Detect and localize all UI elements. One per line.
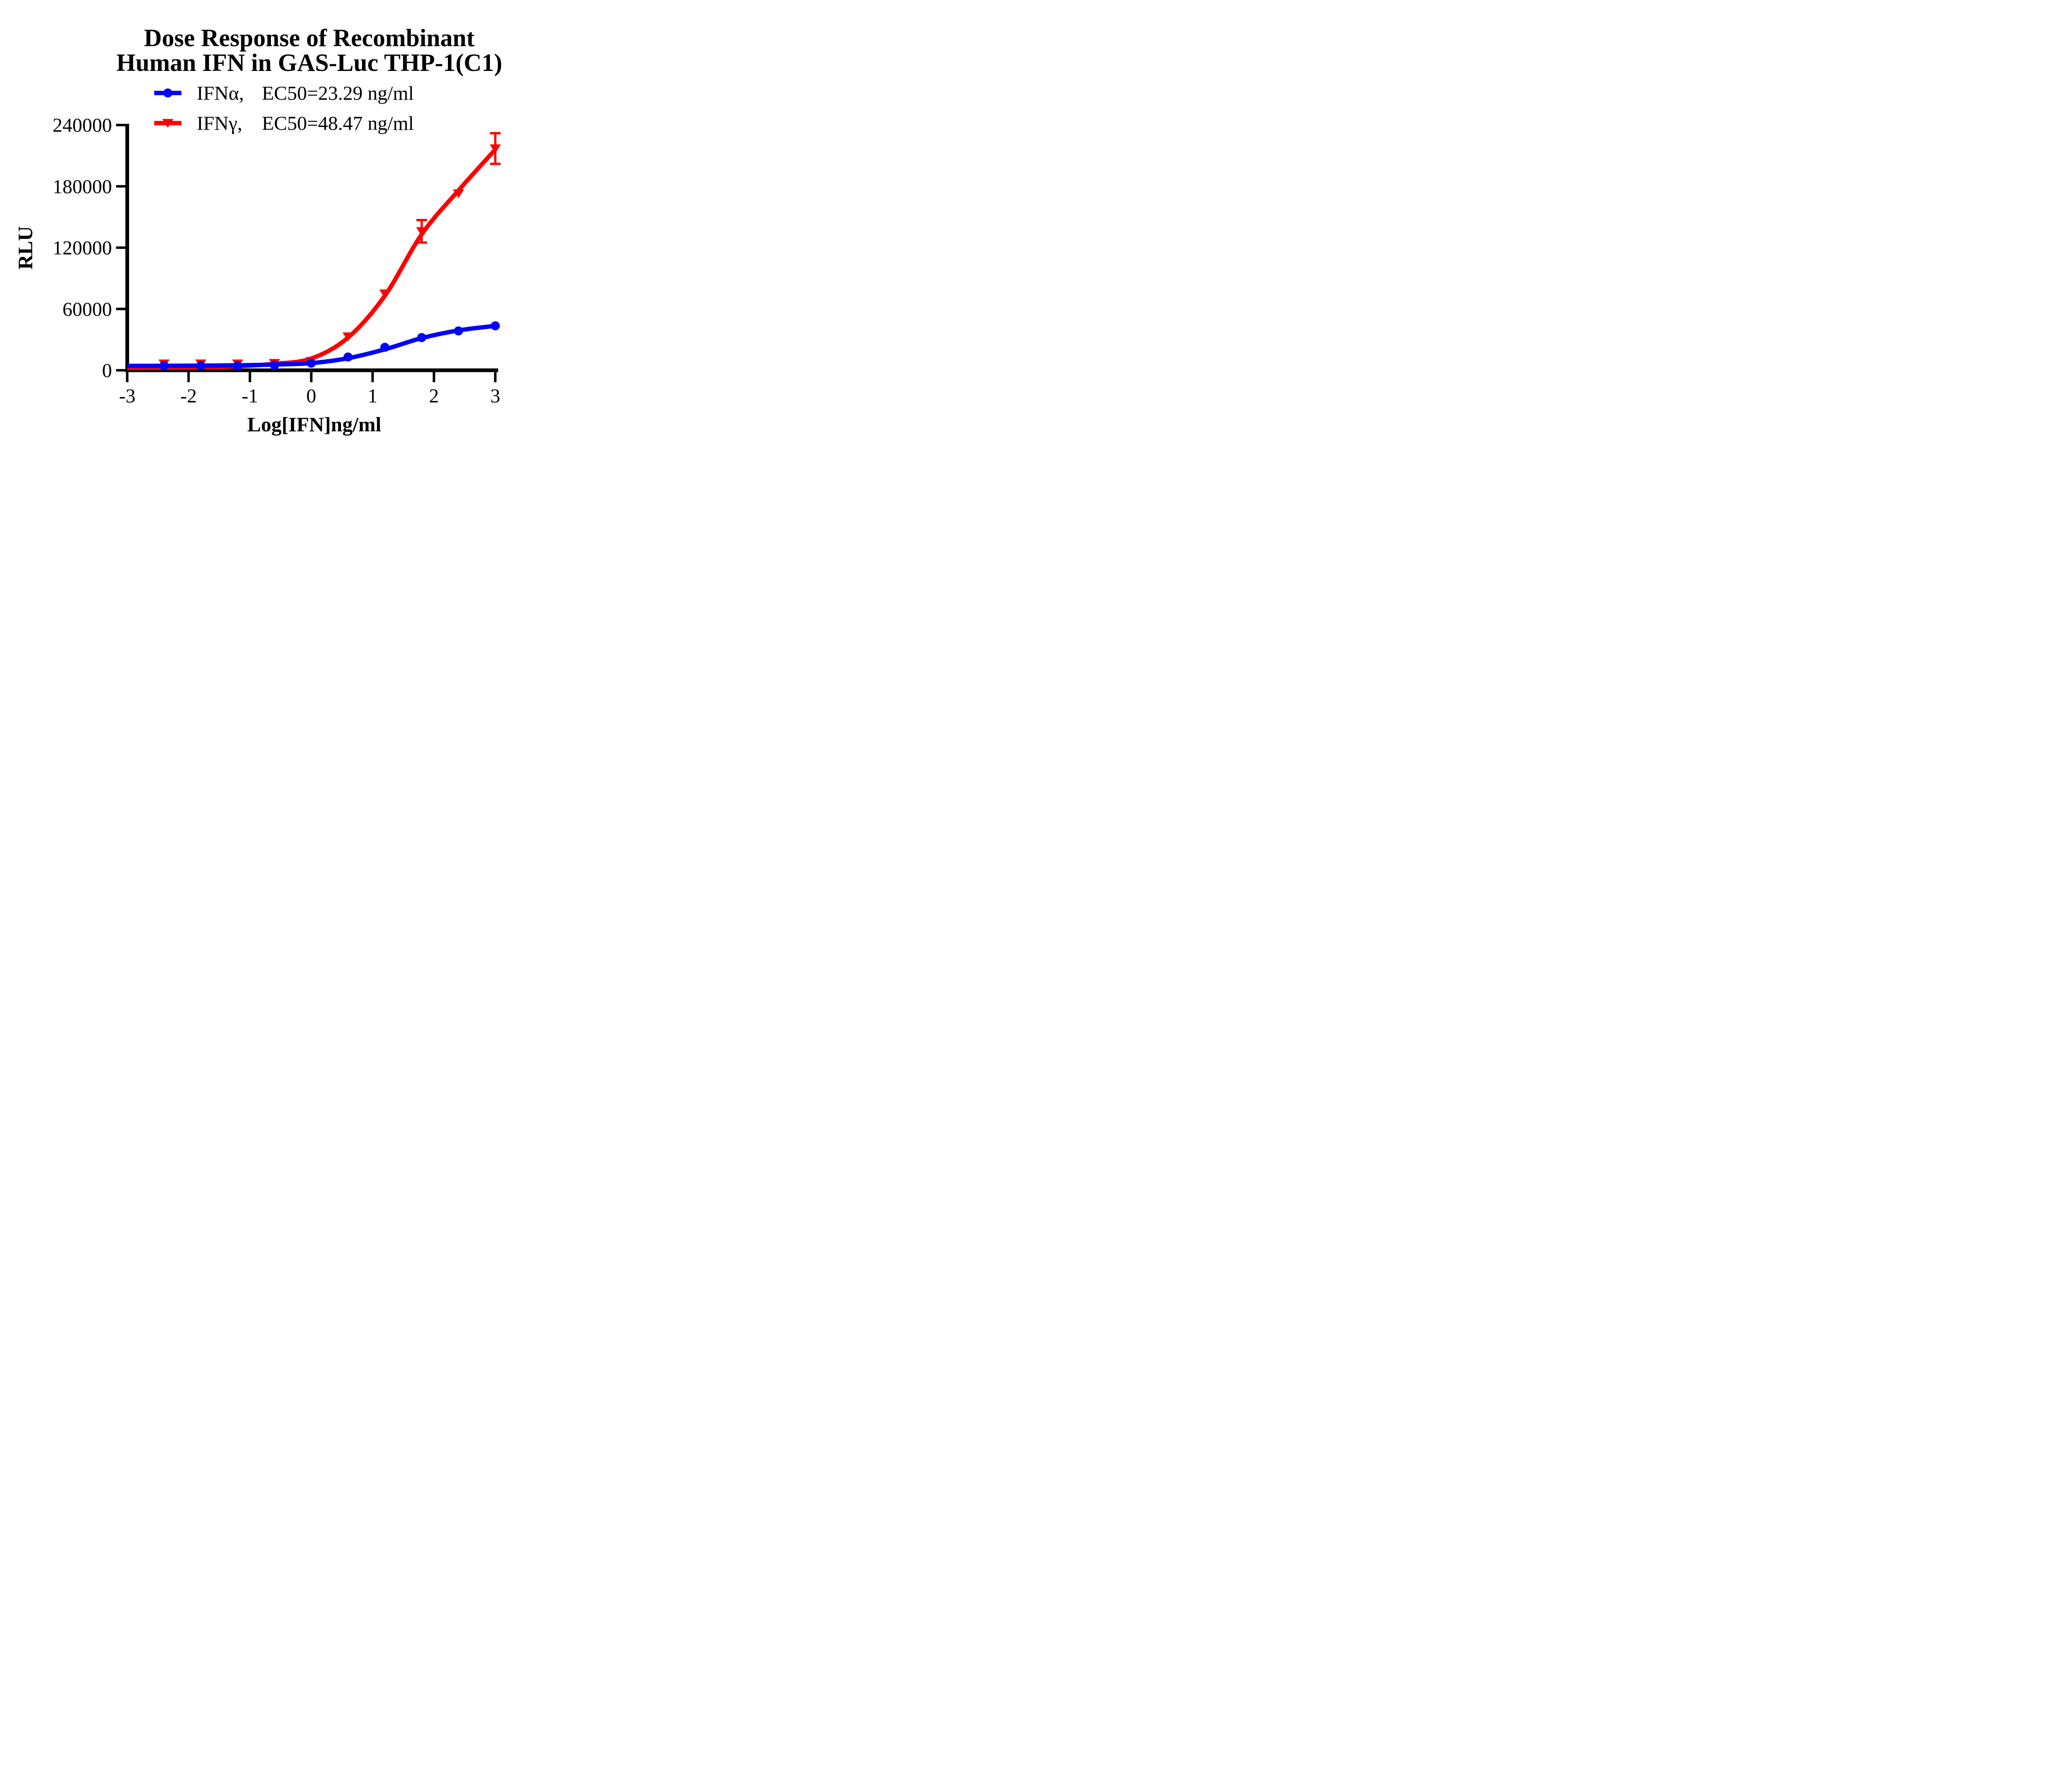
y-tick-label: 180000 bbox=[53, 176, 112, 198]
legend-label-ifn-gamma: IFNγ, bbox=[197, 113, 242, 134]
chart-svg: Dose Response of Recombinant Human IFN i… bbox=[14, 24, 502, 436]
data-point-ifn-gamma bbox=[416, 227, 427, 236]
legend-triangle-marker-icon bbox=[162, 119, 174, 128]
y-tick-label: 120000 bbox=[53, 237, 112, 259]
x-tick-label: -2 bbox=[180, 385, 197, 407]
x-tick-label: 2 bbox=[429, 385, 439, 407]
legend-circle-marker-icon bbox=[163, 88, 172, 98]
data-point-ifn-gamma bbox=[490, 144, 501, 153]
legend-label-ifn-alpha: IFNα, bbox=[197, 82, 244, 104]
legend-ec50-ifn-gamma: EC50=48.47 ng/ml bbox=[262, 113, 414, 134]
data-point-ifn-alpha bbox=[454, 326, 463, 336]
x-tick-label: 0 bbox=[306, 385, 316, 407]
x-tick-label: -3 bbox=[119, 385, 136, 407]
legend-ec50-ifn-alpha: EC50=23.29 ng/ml bbox=[262, 82, 414, 104]
data-point-ifn-alpha bbox=[159, 361, 169, 370]
data-point-ifn-gamma bbox=[453, 189, 464, 198]
data-point-ifn-alpha bbox=[491, 321, 500, 331]
data-point-ifn-alpha bbox=[233, 361, 242, 370]
y-tick-label: 60000 bbox=[63, 299, 112, 320]
data-point-ifn-gamma bbox=[379, 289, 391, 299]
x-tick-label: 1 bbox=[368, 385, 378, 407]
data-point-ifn-alpha bbox=[306, 358, 316, 368]
data-point-ifn-gamma bbox=[342, 332, 354, 341]
data-point-ifn-alpha bbox=[270, 360, 279, 370]
legend: IFNα, EC50=23.29 ng/ml IFNγ, EC50=48.47 … bbox=[154, 82, 414, 134]
x-tick-label: 3 bbox=[490, 385, 500, 407]
y-axis-title: RLU bbox=[14, 226, 37, 270]
x-axis-title: Log[IFN]ng/ml bbox=[247, 413, 381, 436]
dose-response-figure: Dose Response of Recombinant Human IFN i… bbox=[0, 0, 551, 448]
plot-area: 0 60000 120000 180000 240000 -3 -2 -1 0 1 2 3 bbox=[53, 115, 501, 407]
y-tick-label: 0 bbox=[102, 360, 112, 382]
y-tick-label: 240000 bbox=[53, 115, 112, 136]
chart-title-line1: Dose Response of Recombinant bbox=[144, 24, 475, 52]
x-tick-label: -1 bbox=[242, 385, 258, 407]
data-point-ifn-alpha bbox=[196, 361, 205, 370]
data-point-ifn-alpha bbox=[380, 343, 390, 352]
chart-title-line2: Human IFN in GAS-Luc THP-1(C1) bbox=[116, 49, 502, 76]
data-point-ifn-alpha bbox=[344, 352, 353, 362]
data-point-ifn-alpha bbox=[417, 333, 426, 342]
